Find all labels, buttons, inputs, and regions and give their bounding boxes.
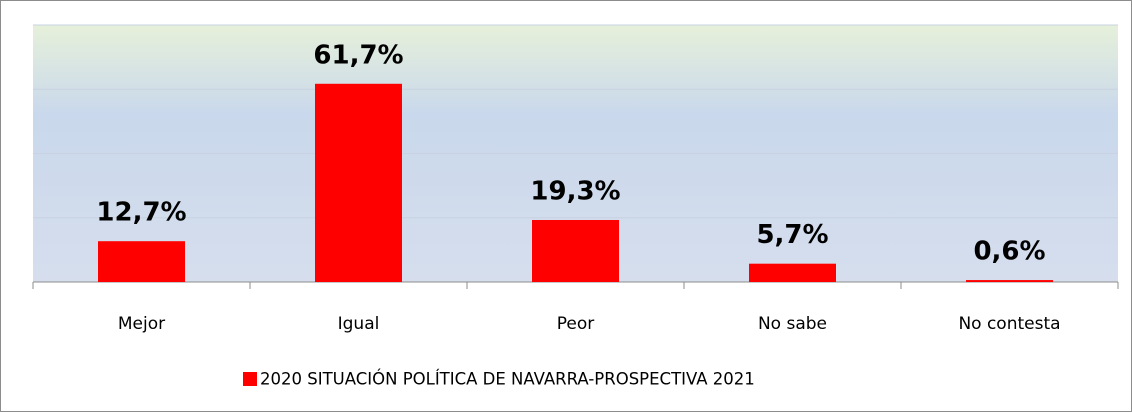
x-tick-label: Mejor	[118, 314, 165, 334]
bar	[532, 219, 619, 282]
legend-label: 2020 SITUACIÓN POLÍTICA DE NAVARRA-PROSP…	[260, 370, 755, 389]
x-tick-label: No sabe	[758, 314, 827, 334]
bar	[315, 83, 402, 282]
x-tick-label: No contesta	[958, 314, 1060, 334]
bar	[749, 263, 836, 282]
bar	[98, 241, 185, 282]
x-tick-label: Peor	[557, 314, 595, 334]
data-label: 19,3%	[530, 176, 620, 206]
data-label: 0,6%	[973, 237, 1045, 267]
bar	[966, 280, 1053, 282]
x-tick-label: Igual	[338, 314, 380, 334]
data-label: 12,7%	[96, 198, 186, 228]
data-label: 5,7%	[756, 220, 828, 250]
data-label: 61,7%	[313, 40, 403, 70]
legend-swatch	[243, 372, 257, 386]
